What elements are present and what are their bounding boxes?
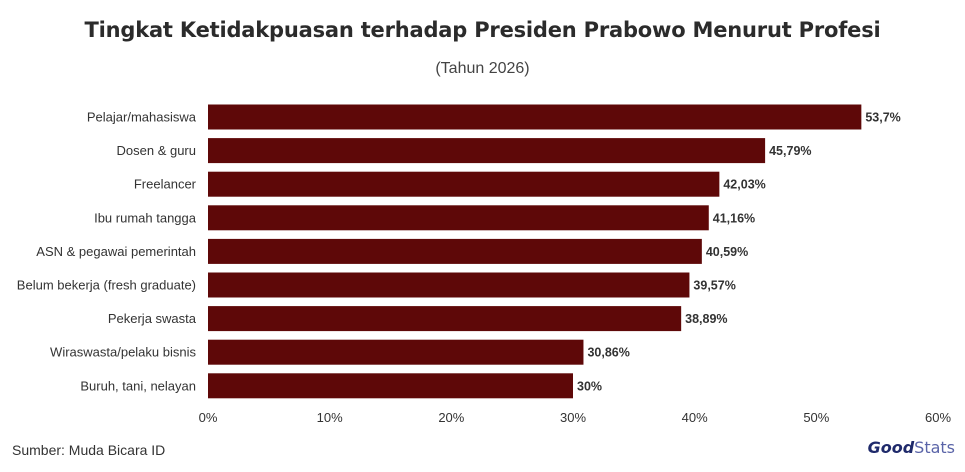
category-label: Ibu rumah tangga xyxy=(94,210,197,225)
bar xyxy=(208,373,573,399)
value-label: 39,57% xyxy=(693,279,735,293)
value-label: 45,79% xyxy=(769,144,811,158)
bar xyxy=(208,272,690,298)
x-tick-label: 20% xyxy=(438,410,464,425)
bar xyxy=(208,306,682,332)
value-label: 38,89% xyxy=(685,312,727,326)
x-tick-label: 30% xyxy=(560,410,586,425)
x-tick-label: 10% xyxy=(317,410,343,425)
value-label: 30,86% xyxy=(587,346,629,360)
brand-stats-text: Stats xyxy=(914,438,955,457)
x-tick-label: 50% xyxy=(803,410,829,425)
bar xyxy=(208,205,709,231)
category-label: Belum bekerja (fresh graduate) xyxy=(17,278,196,293)
bar xyxy=(208,238,702,264)
value-label: 30% xyxy=(577,379,602,393)
category-label: Pelajar/mahasiswa xyxy=(87,110,197,125)
bar xyxy=(208,171,720,197)
category-label: Wiraswasta/pelaku bisnis xyxy=(50,345,196,360)
value-label: 53,7% xyxy=(865,111,900,125)
x-tick-label: 40% xyxy=(682,410,708,425)
bar xyxy=(208,138,766,164)
value-label: 42,03% xyxy=(723,178,765,192)
source-note: Sumber: Muda Bicara ID xyxy=(12,442,166,458)
bar xyxy=(208,339,584,365)
bar xyxy=(208,104,862,130)
brand-good-text: Good xyxy=(867,438,915,457)
x-tick-label: 60% xyxy=(925,410,951,425)
chart-title: Tingkat Ketidakpuasan terhadap Presiden … xyxy=(84,18,881,42)
category-label: Dosen & guru xyxy=(117,143,197,158)
category-label: Buruh, tani, nelayan xyxy=(80,378,196,393)
chart-subtitle: (Tahun 2026) xyxy=(435,60,530,77)
category-label: Pekerja swasta xyxy=(108,311,197,326)
category-label: ASN & pegawai pemerintah xyxy=(36,244,196,259)
value-label: 41,16% xyxy=(713,211,755,225)
goodstats-logo: GoodStats xyxy=(868,438,955,464)
x-tick-label: 0% xyxy=(199,410,218,425)
value-label: 40,59% xyxy=(706,245,748,259)
category-label: Freelancer xyxy=(134,177,197,192)
